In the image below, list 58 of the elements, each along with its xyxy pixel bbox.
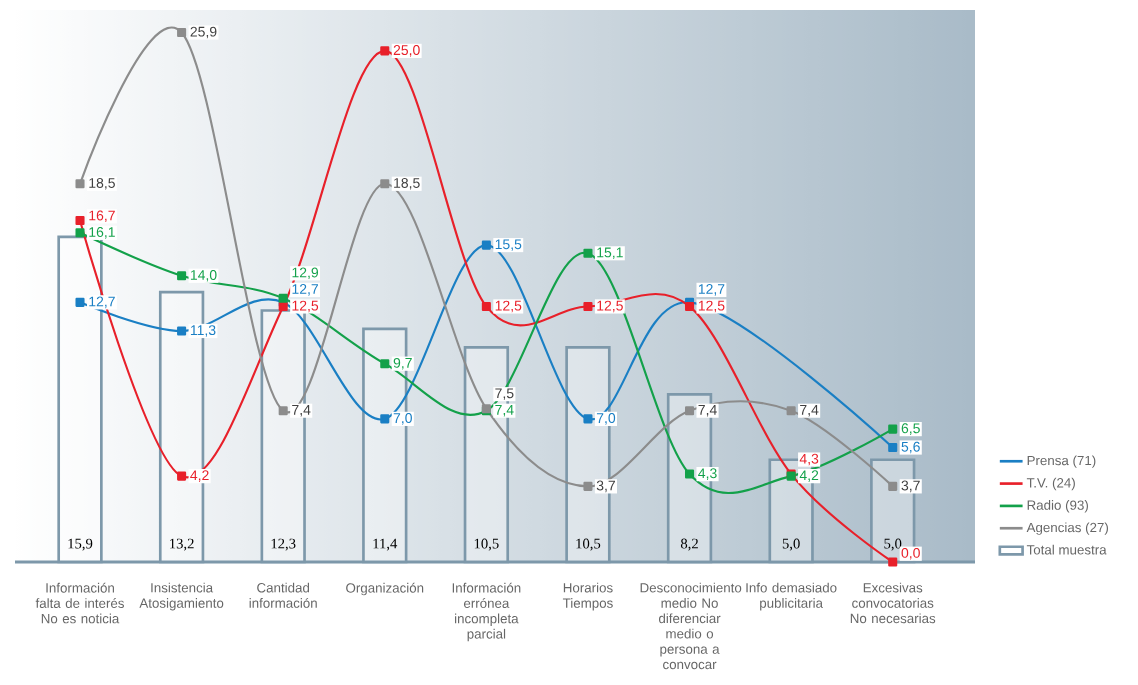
legend-label: Agencias (27) [1026, 522, 1108, 535]
data-label: 0,0 [901, 547, 920, 560]
data-label: 5,0 [884, 538, 902, 551]
data-label: 12,7 [698, 284, 725, 296]
data-label: 15,9 [68, 538, 93, 551]
data-label: 11,3 [190, 325, 216, 337]
data-label: 7,4 [698, 405, 717, 417]
data-label: 12,5 [495, 300, 522, 313]
data-label: 6,5 [901, 423, 920, 435]
data-label: 7,4 [292, 405, 311, 417]
data-label: 10,5 [474, 538, 499, 551]
data-label: 12,5 [292, 300, 319, 313]
legend-label: Total muestra [1026, 544, 1107, 555]
data-label: 12,5 [597, 300, 623, 313]
x-tick-label: Información errónea incompleta parcial [452, 582, 521, 642]
data-label: 15,1 [597, 247, 623, 259]
x-tick-label: Cantidad información [249, 582, 317, 608]
legend-label: Prensa (71) [1027, 455, 1096, 468]
data-label: 7,4 [800, 405, 819, 417]
legend-label: T.V. (24) [1026, 477, 1075, 491]
data-label: 5,0 [782, 538, 800, 551]
data-label: 12,7 [89, 296, 115, 309]
data-label: 12,5 [698, 300, 725, 313]
x-tick-label: Información falta de interés No es noticia [35, 582, 124, 624]
data-label: 3,7 [901, 480, 920, 493]
data-label: 16,1 [89, 227, 115, 239]
data-label: 13,2 [170, 538, 194, 551]
data-label: 4,3 [698, 468, 717, 480]
data-label: 9,7 [393, 357, 412, 370]
data-label: 25,0 [393, 45, 420, 57]
data-label: 18,5 [89, 178, 115, 190]
data-label: 5,6 [901, 441, 920, 454]
x-tick-label: Excesivas convocatorias No necesarias [850, 582, 936, 624]
data-label: 7,5 [495, 388, 514, 400]
data-label: 16,7 [89, 210, 115, 223]
x-tick-label: Desconocimiento medio No diferenciar medio o persona a convocar [640, 582, 742, 670]
data-label: 4,2 [190, 470, 209, 482]
data-label: 7,0 [393, 413, 412, 425]
x-tick-label: Organización [346, 582, 424, 596]
data-label: 4,3 [799, 453, 819, 466]
data-label: 25,9 [190, 26, 217, 39]
data-label: 11,4 [373, 538, 398, 551]
x-tick-label: Info demasiado publicitaria [746, 582, 837, 611]
data-label: 7,0 [596, 413, 616, 425]
data-label: 12,9 [292, 267, 319, 280]
data-label: 7,4 [495, 405, 514, 417]
data-label: 8,2 [680, 538, 698, 551]
data-label: 18,5 [394, 178, 420, 190]
data-label: 10,5 [576, 538, 601, 551]
x-tick-label: Horarios Tiempos [562, 582, 613, 611]
data-label: 12,3 [271, 538, 296, 551]
data-label: 4,2 [799, 470, 819, 482]
data-label: 12,7 [292, 284, 318, 296]
data-label: 14,0 [190, 270, 217, 282]
x-tick-label: Insistencia Atosigamiento [139, 582, 224, 611]
data-label: 15,5 [495, 239, 522, 251]
data-label: 3,7 [596, 480, 615, 493]
legend-label: Radio (93) [1027, 500, 1088, 513]
